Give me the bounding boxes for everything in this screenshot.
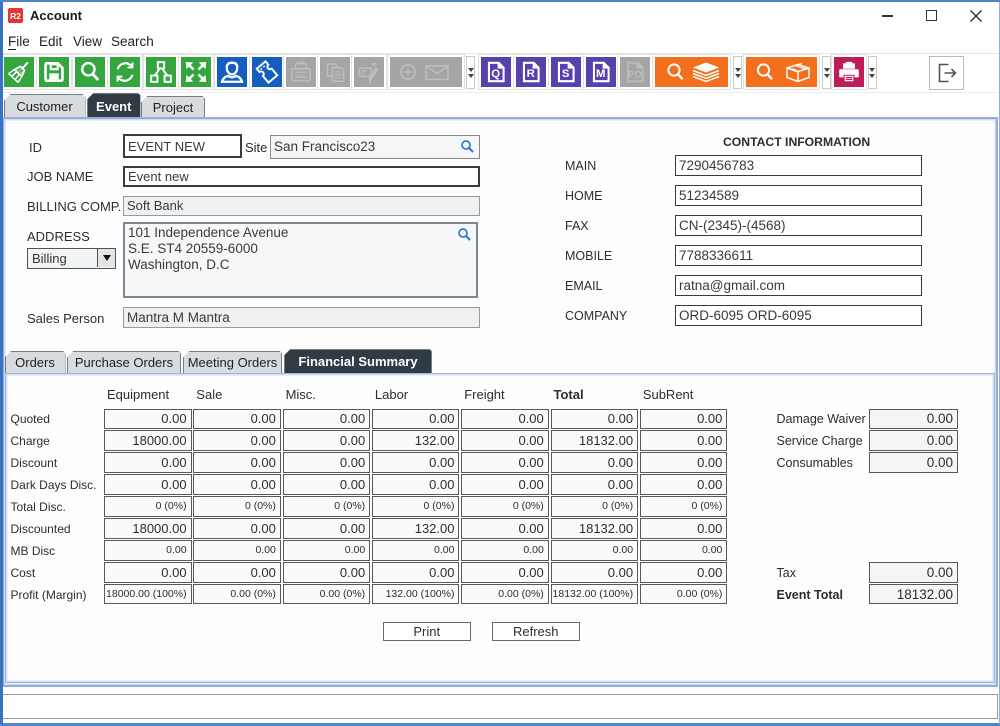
svg-text:Q: Q: [491, 68, 500, 80]
svg-text:M: M: [596, 68, 605, 80]
svg-text:PO: PO: [628, 69, 641, 79]
svg-text:R: R: [526, 68, 534, 80]
svg-text:S: S: [562, 68, 570, 80]
